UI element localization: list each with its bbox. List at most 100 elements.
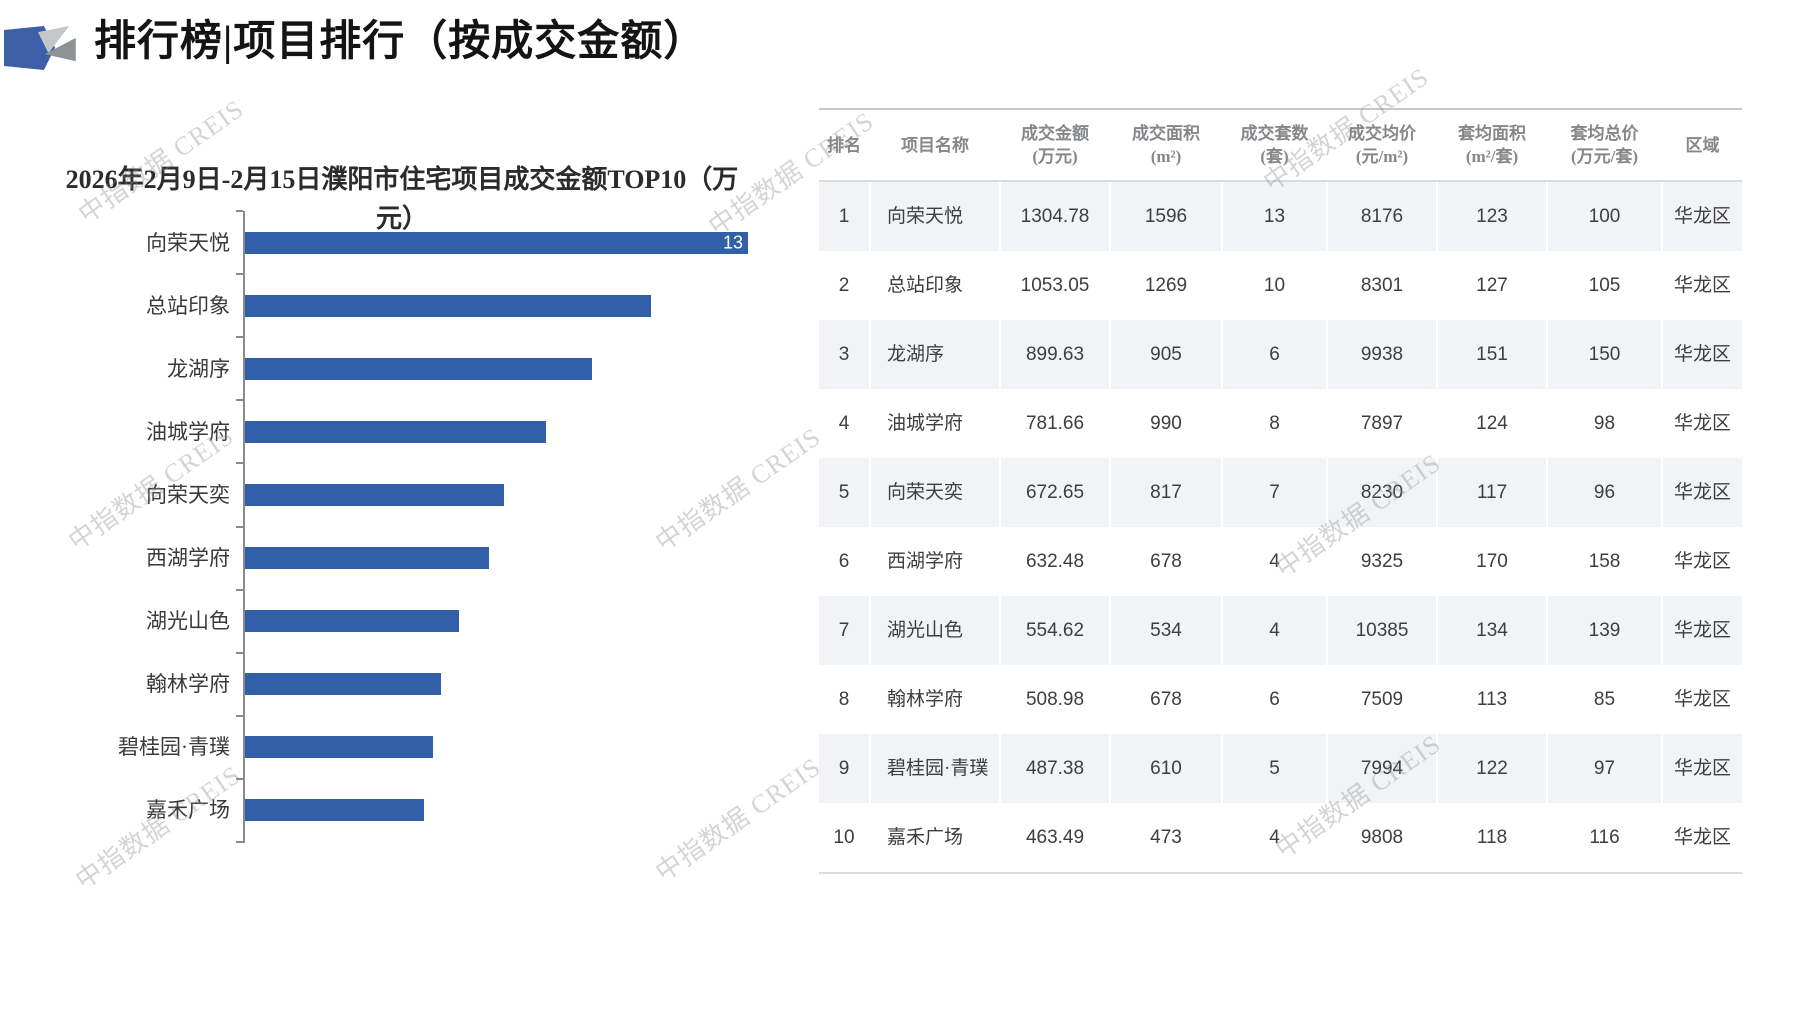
cell-value: 123	[1438, 182, 1546, 251]
chart-bar	[245, 610, 459, 633]
cell-value: 678	[1150, 688, 1182, 710]
cell-value: 10385	[1328, 596, 1436, 665]
cell-value: 990	[1150, 412, 1182, 434]
chart-bar	[245, 420, 547, 443]
table-row: 5 向荣天奕 672.65 817 7 8230 117 96 华龙区	[819, 458, 1742, 527]
table-row: 8 翰林学府 508.98 678 6 7509 113 85 华龙区	[819, 665, 1742, 734]
cell-region: 华龙区	[1673, 274, 1731, 296]
axis-tick	[236, 714, 243, 717]
cell-value: 7897	[1360, 412, 1404, 434]
column-header-line1: 成交套数	[1240, 124, 1309, 143]
chart-bar	[245, 673, 442, 696]
chart-bar	[245, 294, 651, 317]
table-header-row: 排名 项目名称 成交金额 (万元) 成交面积 (m²) 成交套数 (套) 成交均价 (元/m²) 套…	[819, 108, 1742, 182]
cell-value: 1269	[1144, 274, 1188, 296]
cell-value: 117	[1438, 458, 1546, 527]
cell-value: 905	[1111, 320, 1221, 389]
chart-bar	[245, 547, 489, 570]
cell-value: 1053.05	[1020, 274, 1090, 296]
chart-title-line2: 元）	[375, 204, 428, 233]
column-header-1: 项目名称	[871, 134, 999, 157]
cell-value: 9808	[1360, 826, 1404, 848]
column-header-line1: 项目名称	[901, 135, 969, 155]
cell-rank: 4	[838, 412, 850, 434]
cell-value: 4	[1269, 550, 1280, 572]
cell-region: 华龙区	[1663, 320, 1742, 389]
cell-rank: 1	[819, 182, 869, 251]
table-row: 10 嘉禾广场 463.49 473 4 9808 118 116 华龙区	[819, 803, 1742, 872]
cell-value: 1596	[1111, 182, 1221, 251]
cell-value: 781.66	[1025, 412, 1085, 434]
cell-value: 4	[1223, 596, 1326, 665]
cell-value: 113	[1476, 688, 1508, 710]
axis-tick	[236, 777, 243, 780]
column-header-line2: (元/m²)	[1355, 147, 1409, 166]
cell-value: 8230	[1328, 458, 1436, 527]
cell-rank: 2	[838, 274, 850, 296]
axis-tick	[236, 588, 243, 591]
cell-value: 9938	[1328, 320, 1436, 389]
column-header-line1: 套均总价	[1570, 124, 1639, 143]
table-row: 4 油城学府 781.66 990 8 7897 124 98 华龙区	[819, 389, 1742, 458]
cell-project-name: 翰林学府	[887, 688, 964, 710]
cell-region: 华龙区	[1673, 550, 1731, 572]
cell-value: 98	[1593, 412, 1616, 434]
cell-value: 632.48	[1025, 550, 1085, 572]
axis-tick	[236, 273, 243, 276]
cell-value: 554.62	[1001, 596, 1109, 665]
chart-title-line1: 2026年2月9日-2月15日濮阳市住宅项目成交金额TOP10（万	[65, 165, 739, 194]
cell-value: 127	[1476, 274, 1508, 296]
cell-value: 8301	[1360, 274, 1404, 296]
table-body: 1 向荣天悦 1304.78 1596 13 8176 123 100 华龙区 2 总站印象 1053…	[819, 182, 1742, 874]
chart-category-label: 西湖学府	[146, 546, 230, 571]
column-header-8: 区域	[1663, 134, 1742, 157]
cell-region: 华龙区	[1673, 826, 1731, 848]
cell-rank: 3	[819, 320, 869, 389]
chart-category-label: 嘉禾广场	[146, 798, 230, 823]
cell-project-name: 湖光山色	[871, 596, 999, 665]
chart-category-axis: 向荣天悦 总站印象 龙湖序 油城学府 向荣天奕 西湖学府 湖光山色 翰林学府 碧桂园·青璞 嘉禾广…	[0, 211, 230, 843]
column-header-line2: (万元)	[1032, 147, 1078, 166]
cell-rank: 7	[819, 596, 869, 665]
cell-project-name: 龙湖序	[871, 320, 999, 389]
cell-value: 508.98	[1025, 688, 1085, 710]
column-header-line1: 成交面积	[1132, 124, 1200, 143]
cell-project-name: 向荣天奕	[871, 458, 999, 527]
chart-plot-area: 13	[236, 210, 751, 843]
column-header-line1: 成交均价	[1348, 124, 1416, 143]
axis-tick	[236, 210, 243, 212]
column-header-line2: (万元/套)	[1570, 147, 1639, 166]
chart-category-label: 碧桂园·青璞	[118, 735, 230, 760]
cell-value: 7994	[1328, 734, 1436, 803]
chart-category-label: 湖光山色	[146, 609, 230, 634]
cell-region: 华龙区	[1663, 182, 1742, 251]
table-row: 2 总站印象 1053.05 1269 10 8301 127 105 华龙区	[819, 251, 1742, 320]
brand-logo	[4, 26, 78, 70]
axis-tick	[236, 525, 243, 528]
cell-rank: 5	[819, 458, 869, 527]
cell-value: 8	[1269, 412, 1280, 434]
cell-value: 118	[1476, 826, 1508, 848]
cell-value: 1304.78	[1001, 182, 1109, 251]
cell-value: 4	[1269, 826, 1280, 848]
cell-value: 899.63	[1001, 320, 1109, 389]
cell-region: 华龙区	[1673, 688, 1731, 710]
cell-project-name: 西湖学府	[887, 550, 964, 572]
chart-category-label: 翰林学府	[146, 672, 230, 697]
cell-value: 134	[1438, 596, 1546, 665]
chart-title: 2026年2月9日-2月15日濮阳市住宅项目成交金额TOP10（万 元）	[52, 160, 752, 238]
cell-value: 7	[1223, 458, 1326, 527]
axis-tick	[236, 462, 243, 465]
cell-project-name: 油城学府	[887, 412, 964, 434]
cell-value: 139	[1548, 596, 1661, 665]
table-row: 1 向荣天悦 1304.78 1596 13 8176 123 100 华龙区	[819, 182, 1742, 251]
ranking-table: 排名 项目名称 成交金额 (万元) 成交面积 (m²) 成交套数 (套) 成交均价 (元/m²) 套…	[819, 108, 1742, 874]
column-header-7: 套均总价 (万元/套)	[1548, 122, 1661, 168]
cell-project-name: 向荣天悦	[871, 182, 999, 251]
bar-data-label: 13	[722, 232, 743, 253]
chart-bar	[245, 799, 424, 822]
cell-value: 8176	[1328, 182, 1436, 251]
cell-rank: 10	[833, 826, 855, 848]
column-header-line1: 成交金额	[1021, 124, 1089, 143]
